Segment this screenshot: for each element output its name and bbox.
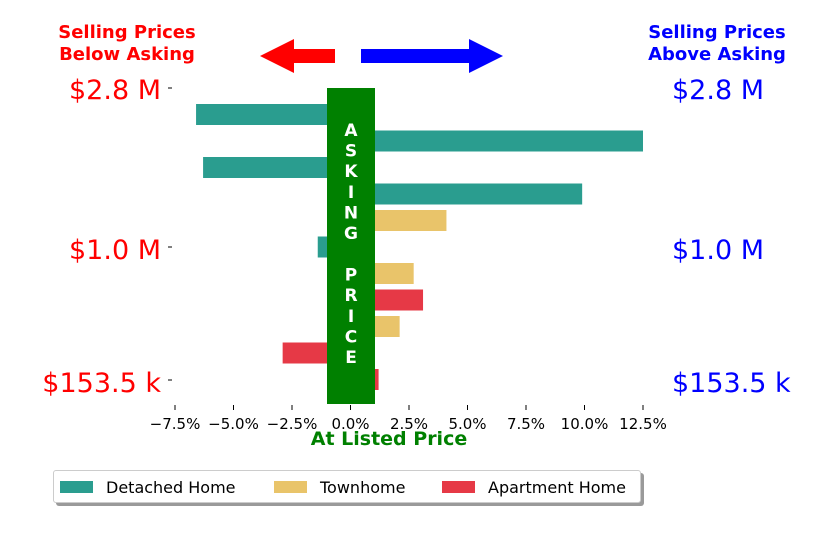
legend-swatch-detached-home	[60, 481, 93, 493]
asking-letter-5: G	[344, 224, 358, 244]
x-tick-label-2: −2.5%	[267, 415, 318, 433]
bar-detached-home-1	[350, 130, 643, 152]
asking-letter-2: K	[344, 162, 358, 182]
x-tick-label-8: 12.5%	[619, 415, 667, 433]
price-level-left-mid: $1.0 M	[69, 235, 161, 266]
x-axis: −7.5% −5.0% −2.5% 0.0% 2.5% 5.0% 7.5% 10.0% 12.5…	[150, 405, 667, 433]
x-tick-label-6: 7.5%	[507, 415, 545, 433]
legend: Detached Home Townhome Apartment Home	[53, 470, 641, 503]
asking-letter-6: P	[345, 266, 357, 286]
above-asking-header-line1: Selling Prices	[648, 22, 785, 43]
above-asking-header-line2: Above Asking	[648, 44, 786, 65]
x-tick-label-1: −5.0%	[208, 415, 259, 433]
price-level-left-bottom: $153.5 k	[42, 368, 161, 399]
asking-letter-4: N	[344, 203, 358, 223]
below-asking-header-line2: Below Asking	[59, 44, 195, 65]
bar-detached-home-0	[196, 104, 351, 125]
below-asking-header-line1: Selling Prices	[58, 22, 195, 43]
legend-item-townhome: Townhome	[274, 477, 405, 497]
legend-label-apartment-home: Apartment Home	[488, 477, 626, 497]
asking-letter-0: A	[344, 121, 358, 141]
bars-group	[196, 104, 643, 390]
bar-detached-home-2	[203, 157, 351, 178]
legend-item-apartment-home: Apartment Home	[442, 477, 626, 497]
asking-letter-1: S	[345, 142, 357, 162]
legend-item-detached-home: Detached Home	[60, 477, 236, 497]
price-level-right-top: $2.8 M	[672, 75, 764, 106]
x-tick-label-0: −7.5%	[150, 415, 201, 433]
legend-swatch-townhome	[274, 481, 307, 493]
x-tick-label-4: 2.5%	[390, 415, 428, 433]
asking-price-band	[327, 88, 375, 404]
legend-swatch-apartment-home	[442, 481, 475, 493]
legend-label-townhome: Townhome	[320, 477, 406, 497]
x-tick-label-5: 5.0%	[448, 415, 486, 433]
left-arrow-icon	[260, 39, 335, 73]
price-level-right-mid: $1.0 M	[672, 235, 764, 266]
asking-letter-8: I	[348, 307, 354, 327]
x-tick-label-7: 10.0%	[561, 415, 609, 433]
asking-letter-7: R	[344, 286, 357, 306]
price-level-left-top: $2.8 M	[69, 75, 161, 106]
asking-letter-3: I	[348, 183, 354, 203]
legend-label-detached-home: Detached Home	[106, 477, 236, 497]
asking-letter-10: E	[345, 348, 357, 368]
asking-letter-9: C	[345, 327, 357, 347]
bar-detached-home-3	[350, 183, 583, 205]
x-tick-label-3: 0.0%	[331, 415, 369, 433]
x-axis-label: At Listed Price	[311, 428, 467, 450]
price-level-right-bottom: $153.5 k	[672, 368, 791, 399]
right-arrow-icon	[361, 39, 503, 73]
